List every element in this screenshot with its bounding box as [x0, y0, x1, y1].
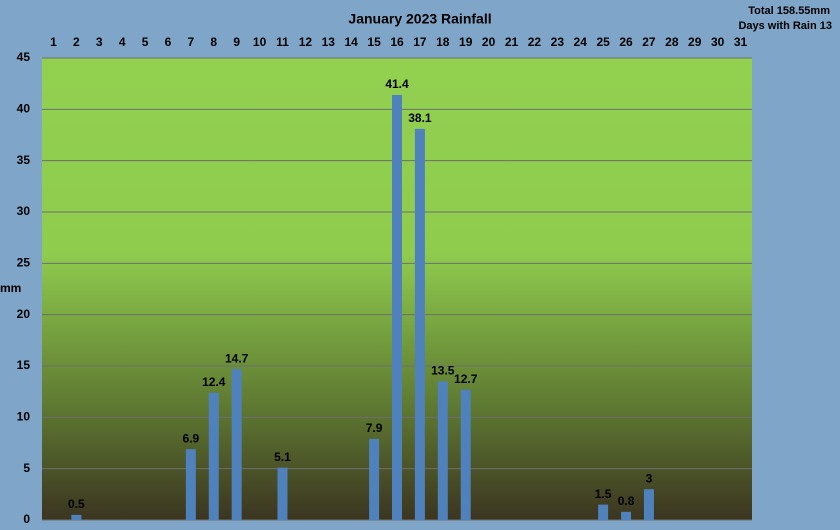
- value-label: 3: [646, 471, 653, 485]
- bar: [621, 511, 632, 520]
- bar: [277, 467, 288, 520]
- x-tick-label: 2: [73, 35, 80, 49]
- x-tick-label: 29: [688, 35, 702, 49]
- x-tick-label: 12: [299, 35, 313, 49]
- y-tick-label: 5: [23, 461, 30, 475]
- bar: [643, 489, 654, 520]
- x-tick-label: 15: [367, 35, 381, 49]
- value-label: 13.5: [431, 364, 455, 378]
- bar: [414, 128, 425, 520]
- chart-title: January 2023 Rainfall: [348, 11, 491, 27]
- y-tick-label: 10: [17, 410, 31, 424]
- x-tick-label: 13: [322, 35, 336, 49]
- y-tick-label: 20: [17, 307, 31, 321]
- y-tick-label: 15: [17, 358, 31, 372]
- x-tick-label: 24: [574, 35, 588, 49]
- value-label: 5.1: [274, 450, 291, 464]
- value-label: 12.7: [454, 372, 478, 386]
- x-tick-label: 22: [528, 35, 542, 49]
- x-tick-label: 6: [165, 35, 172, 49]
- bar: [208, 392, 219, 520]
- y-tick-label: 30: [17, 204, 31, 218]
- x-tick-label: 19: [459, 35, 473, 49]
- x-tick-label: 26: [619, 35, 633, 49]
- bar: [460, 389, 471, 520]
- x-tick-label: 14: [345, 35, 359, 49]
- bar: [437, 381, 448, 520]
- x-tick-label: 21: [505, 35, 519, 49]
- x-tick-label: 5: [142, 35, 149, 49]
- x-tick-label: 18: [436, 35, 450, 49]
- x-tick-label: 20: [482, 35, 496, 49]
- x-tick-label: 11: [276, 35, 289, 49]
- x-tick-label: 23: [551, 35, 565, 49]
- x-tick-label: 10: [253, 35, 267, 49]
- bar: [392, 94, 402, 521]
- x-tick-label: 7: [188, 35, 195, 49]
- bar: [369, 438, 380, 520]
- value-label: 7.9: [366, 421, 383, 435]
- bar: [231, 369, 242, 520]
- x-tick-label: 3: [96, 35, 103, 49]
- x-tick-label: 31: [734, 35, 748, 49]
- y-axis-label: mm: [0, 281, 21, 295]
- bar: [185, 449, 196, 520]
- value-label: 1.5: [595, 487, 612, 501]
- x-tick-label: 8: [210, 35, 217, 49]
- value-label: 41.4: [385, 77, 409, 91]
- y-tick-label: 25: [17, 256, 31, 270]
- x-tick-label: 27: [642, 35, 656, 49]
- value-label: 0.8: [618, 494, 635, 508]
- rain-days-label: Days with Rain 13: [738, 20, 832, 32]
- x-tick-label: 25: [596, 35, 610, 49]
- value-label: 6.9: [183, 431, 200, 445]
- y-tick-label: 0: [23, 512, 30, 526]
- x-tick-label: 16: [390, 35, 404, 49]
- value-label: 12.4: [202, 375, 226, 389]
- y-tick-label: 40: [17, 102, 31, 116]
- y-tick-label: 45: [17, 50, 31, 64]
- x-tick-label: 4: [119, 35, 126, 49]
- x-tick-label: 17: [413, 35, 427, 49]
- y-tick-label: 35: [17, 153, 31, 167]
- x-tick-label: 1: [50, 35, 57, 49]
- value-label: 0.5: [68, 497, 85, 511]
- x-tick-label: 28: [665, 35, 679, 49]
- x-tick-label: 9: [233, 35, 240, 49]
- bar: [71, 514, 82, 520]
- total-label: Total 158.55mm: [748, 5, 830, 17]
- x-tick-label: 30: [711, 35, 725, 49]
- bar: [598, 504, 609, 520]
- value-label: 38.1: [408, 111, 432, 125]
- value-label: 14.7: [225, 351, 249, 365]
